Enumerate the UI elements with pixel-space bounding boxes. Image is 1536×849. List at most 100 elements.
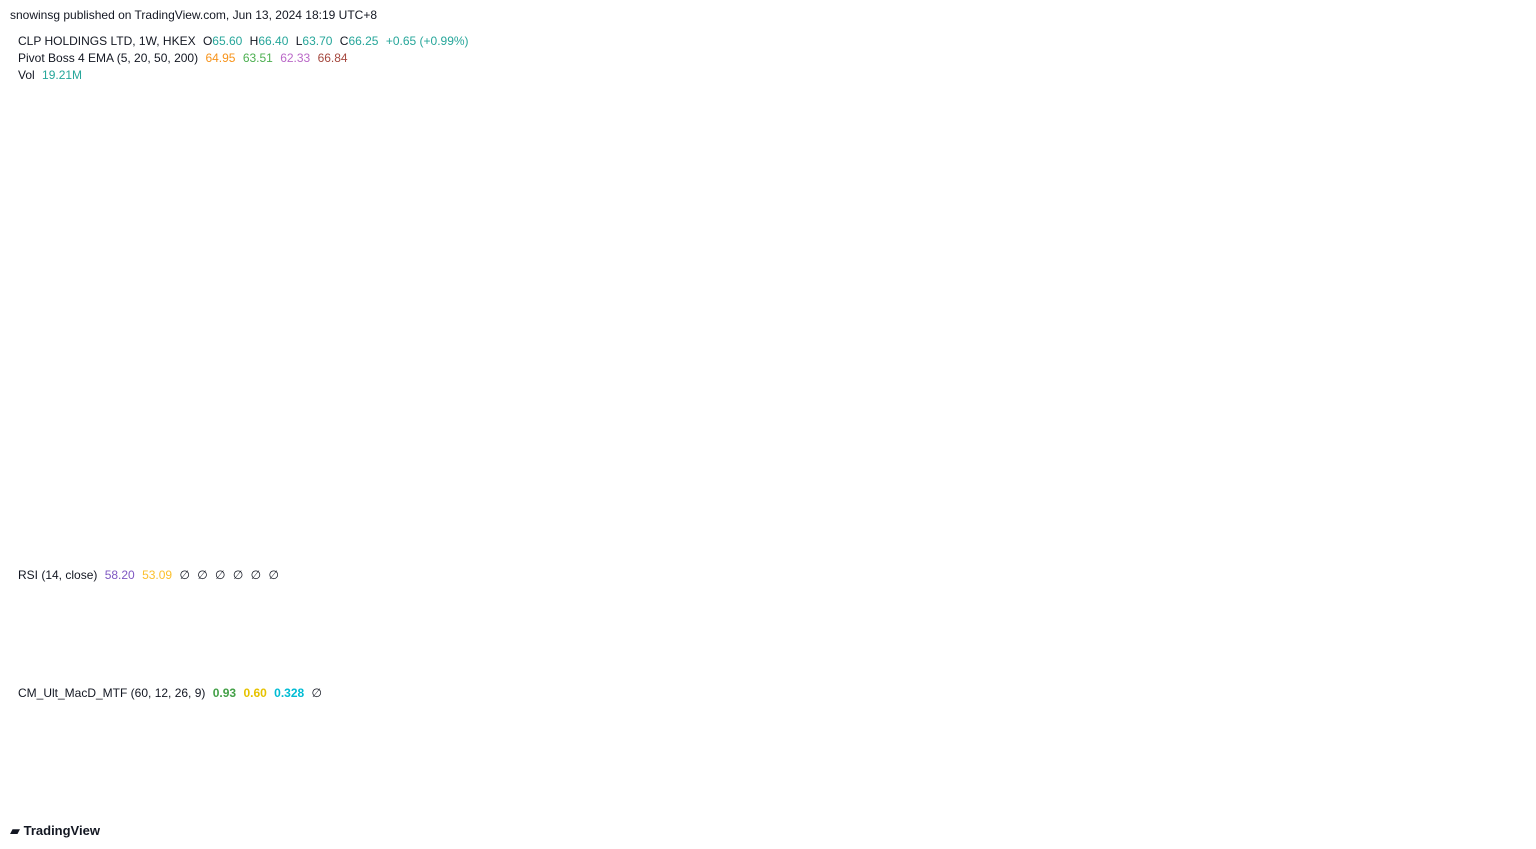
- ema-name[interactable]: Pivot Boss 4 EMA (5, 20, 50, 200): [18, 51, 199, 65]
- macd-line-segment: [915, 715, 931, 722]
- macd-histogram-bar: [68, 708, 72, 719]
- candle-body: [383, 425, 391, 438]
- macd-histogram-bar: [1232, 708, 1235, 711]
- replay-icon-glyph: ⚡: [1366, 541, 1374, 553]
- candle-body: [654, 375, 662, 401]
- time-tick-label: Nov: [286, 794, 306, 806]
- macd-histogram-bar: [599, 705, 603, 709]
- candle-body: [710, 358, 718, 426]
- macd-histogram-bar: [102, 708, 106, 715]
- volume-bar: [494, 510, 505, 558]
- candle-body: [78, 271, 86, 289]
- volume-bar: [483, 506, 494, 558]
- volume-bar: [641, 530, 652, 558]
- candle-body: [541, 428, 549, 441]
- macd-line-segment: [1321, 700, 1338, 707]
- price-tick-label: 50.00: [1470, 542, 1498, 554]
- volume-bar: [313, 516, 324, 558]
- volume-bar: [415, 535, 426, 558]
- macd-histogram-bar: [644, 704, 648, 709]
- macd-line-segment: [418, 737, 434, 745]
- candle-body: [1117, 358, 1125, 373]
- macd-histogram-bar: [723, 705, 727, 709]
- macd-histogram-bar: [1040, 705, 1044, 709]
- high-value: 66.40: [258, 34, 289, 48]
- candle-body: [484, 413, 492, 436]
- macd-histogram-bar: [441, 702, 445, 709]
- volume-bar: [1262, 526, 1273, 558]
- candle-body: [959, 422, 966, 443]
- volume-bar: [20, 486, 31, 558]
- candle-body: [789, 327, 797, 346]
- candle-body: [1218, 318, 1226, 334]
- symbol-legend: CLP HOLDINGS LTD, 1W, HKEX O65.60 H66.40…: [18, 34, 473, 48]
- candle-body: [315, 415, 323, 441]
- volume-bar: [934, 519, 945, 558]
- time-tick-label: Nov: [958, 794, 978, 806]
- volume-name[interactable]: Vol: [18, 68, 35, 82]
- macd-line-segment: [1355, 699, 1371, 706]
- candle-body: [1286, 323, 1294, 338]
- macd-histogram-bar: [91, 708, 95, 717]
- macd-cross-dot: [1217, 694, 1227, 704]
- volume-bar: [652, 529, 663, 558]
- volume-bar: [88, 519, 99, 558]
- macd-histogram-bar: [1198, 707, 1202, 709]
- macd-histogram-bar: [1085, 703, 1089, 709]
- volume-bar: [923, 522, 934, 558]
- volume-bar: [31, 422, 42, 558]
- rsi-extra-6: ∅: [268, 568, 279, 582]
- volume-bar: [449, 538, 460, 558]
- published-line: snowinsg published on TradingView.com, J…: [10, 8, 378, 22]
- macd-histogram-bar: [1367, 707, 1371, 709]
- macd-line-segment: [870, 706, 886, 712]
- macd-cross-dot: [834, 701, 843, 710]
- macd-line-segment: [666, 712, 683, 719]
- macd-histogram-bar: [983, 708, 987, 710]
- macd-line-segment: [1084, 695, 1100, 701]
- candle-body: [992, 393, 1000, 419]
- macd-line-segment: [1242, 702, 1259, 709]
- macd-histogram-bar: [588, 706, 592, 709]
- macd-histogram-bar: [1006, 707, 1010, 709]
- volume-bar: [810, 521, 821, 558]
- macd-histogram-bar: [351, 706, 355, 709]
- candle-body: [21, 121, 29, 166]
- macd-line-segment: [350, 755, 367, 763]
- volume-bar: [200, 494, 211, 558]
- macd-line-segment: [971, 717, 988, 724]
- volume-bar: [765, 526, 776, 558]
- macd-line-segment: [452, 729, 468, 737]
- price-tick-label: 52.00: [1470, 509, 1498, 521]
- tradingview-logo[interactable]: ▰ TradingView: [10, 823, 100, 838]
- candle-body: [66, 271, 74, 292]
- macd-line-segment: [23, 714, 39, 730]
- replay-icon[interactable]: [1360, 536, 1380, 556]
- volume-bar: [1307, 526, 1318, 558]
- volume-bar: [799, 522, 810, 558]
- candle-body: [1139, 300, 1147, 314]
- volume-bar: [167, 526, 178, 558]
- rsi-name[interactable]: RSI (14, close): [18, 568, 98, 582]
- macd-histogram-bar: [136, 708, 140, 710]
- macd-line-segment: [1096, 696, 1112, 703]
- hist-value: 0.328: [274, 686, 305, 700]
- macd-histogram-bar: [1175, 706, 1179, 709]
- volume-bar: [1228, 519, 1239, 558]
- macd-histogram-bar: [1051, 704, 1055, 709]
- macd-line-segment: [1005, 712, 1021, 720]
- candle-body: [1060, 313, 1068, 323]
- macd-histogram-bar: [690, 707, 693, 709]
- rsi-extra-2: ∅: [197, 568, 208, 582]
- candle-body: [913, 422, 921, 446]
- candle-body: [1354, 286, 1362, 339]
- macd-name[interactable]: CM_Ult_MacD_MTF (60, 12, 26, 9): [18, 686, 206, 700]
- ema20-value: 63.51: [242, 51, 273, 65]
- rsi-tick-label: 60.74: [1470, 585, 1498, 597]
- macd-line-segment: [102, 746, 118, 752]
- candle-body: [1004, 387, 1012, 421]
- symbol-name[interactable]: CLP HOLDINGS LTD, 1W, HKEX: [18, 34, 196, 48]
- volume-bar: [110, 510, 121, 558]
- macd-histogram-bar: [35, 708, 39, 716]
